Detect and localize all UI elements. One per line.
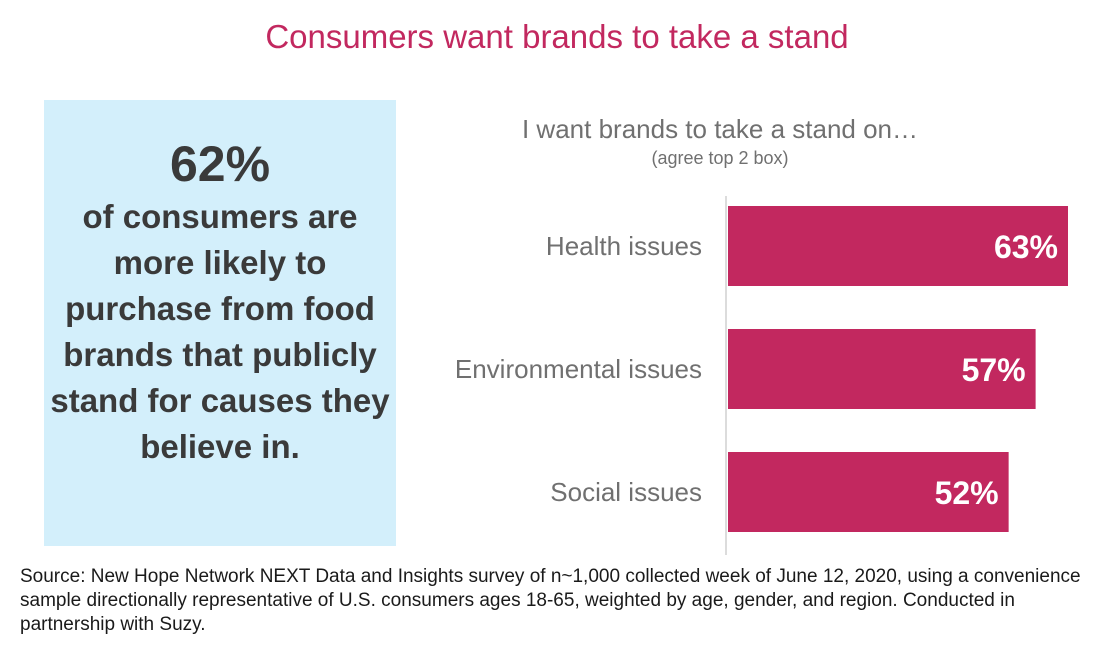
stat-number: 62% bbox=[169, 136, 271, 192]
bar-0 bbox=[728, 206, 1068, 286]
category-label: Health issues bbox=[546, 231, 702, 261]
data-label: 57% bbox=[962, 352, 1026, 388]
source-note: Source: New Hope Network NEXT Data and I… bbox=[20, 566, 1081, 635]
bar-chart-svg: Health issues 63% Environmental issues 57% S… bbox=[455, 196, 1068, 555]
chart-subtitle: (agree top 2 box) bbox=[651, 148, 789, 168]
data-label: 52% bbox=[935, 475, 999, 511]
stat-text: of consumers are more likely to purchase… bbox=[50, 198, 390, 465]
category-label: Social issues bbox=[550, 477, 702, 507]
data-label: 63% bbox=[994, 229, 1058, 265]
stat-callout-box: 62% of consumers are more likely to purc… bbox=[44, 100, 396, 546]
page-title: Consumers want brands to take a stand bbox=[265, 18, 849, 55]
bar-1 bbox=[728, 329, 1036, 409]
chart-title: I want brands to take a stand on… bbox=[521, 114, 919, 144]
category-label: Environmental issues bbox=[455, 354, 702, 384]
bar-2 bbox=[728, 452, 1009, 532]
bar-chart: I want brands to take a stand on… (agree… bbox=[400, 100, 1100, 560]
